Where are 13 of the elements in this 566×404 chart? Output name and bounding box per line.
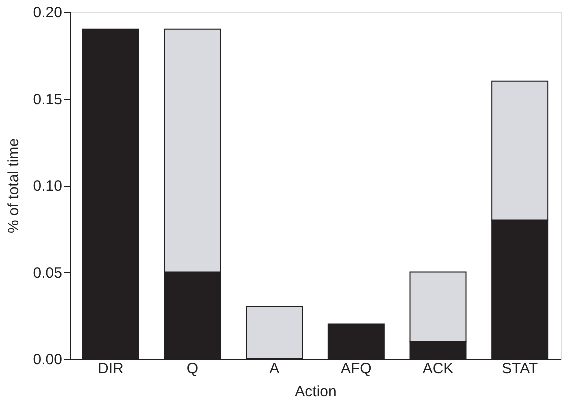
x-tick-label: Q	[186, 360, 199, 378]
x-tick-label: STAT	[502, 360, 538, 378]
x-tick-label: ACK	[422, 360, 454, 378]
y-tick-label: 0.05	[33, 264, 62, 282]
y-tick-label: 0.20	[33, 4, 62, 22]
x-axis-title: Action	[295, 384, 337, 400]
y-tick-label: 0.15	[33, 91, 62, 108]
y-tick-label: 0.00	[33, 352, 62, 368]
y-axis-title: % of total time	[5, 138, 22, 234]
x-tick-label: A	[270, 360, 280, 378]
x-tick-label: DIR	[98, 360, 124, 378]
x-tick-label: AFQ	[340, 360, 372, 378]
y-tick-label: 0.10	[33, 178, 62, 195]
